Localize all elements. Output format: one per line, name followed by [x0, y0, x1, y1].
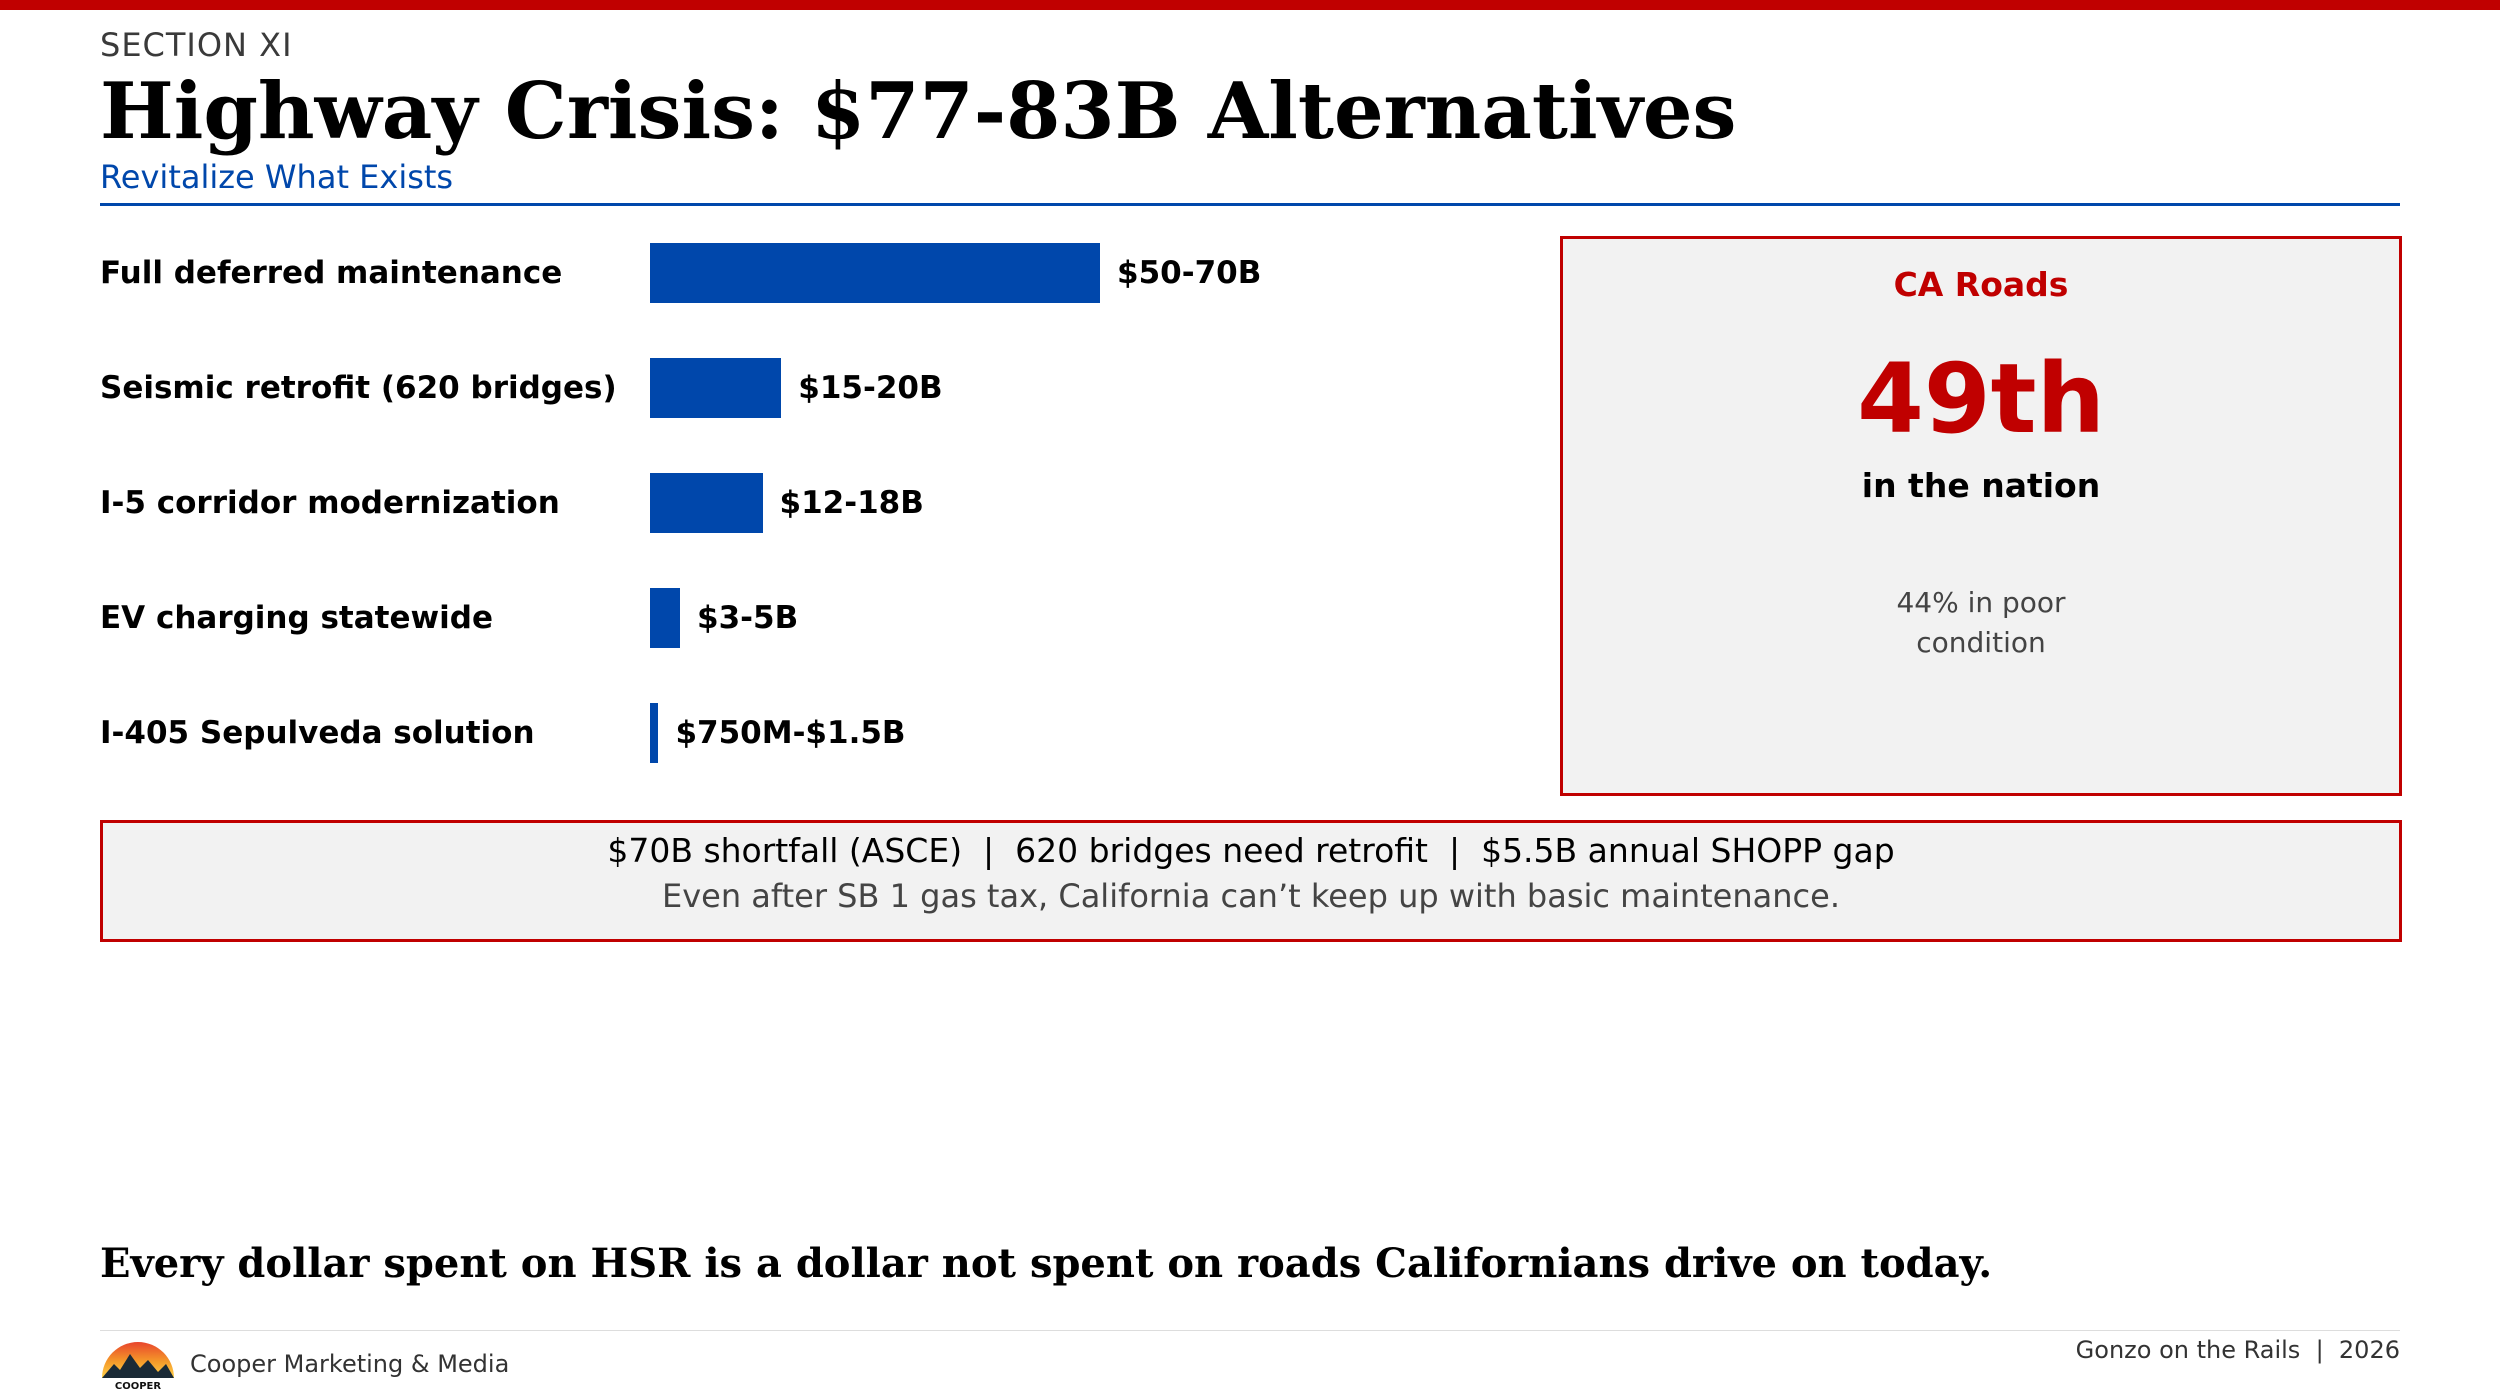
title-divider: [100, 203, 2400, 206]
bar: [650, 703, 659, 763]
bar-category-label: I-405 Sepulveda solution: [100, 715, 535, 751]
logo-mountains: [102, 1354, 174, 1378]
bar-category-label: I-5 corridor modernization: [100, 485, 560, 521]
tagline: Every dollar spent on HSR is a dollar no…: [100, 1240, 1993, 1287]
company-logo: COOPER: [102, 1342, 174, 1392]
callout-note: Even after SB 1 gas tax, California can’…: [662, 877, 1840, 915]
bar-value-label: $50-70B: [1117, 255, 1262, 291]
stat-description: in the nation: [1861, 466, 2101, 505]
top-accent-bar: [0, 0, 2500, 10]
stat-heading: CA Roads: [1893, 265, 2069, 304]
page-subtitle: Revitalize What Exists: [100, 158, 454, 196]
logo-text: COOPER: [115, 1381, 162, 1392]
footer-credit: Gonzo on the Rails | 2026: [2075, 1336, 2400, 1364]
section-label: SECTION XI: [100, 26, 293, 64]
bar-value-label: $12-18B: [779, 485, 924, 521]
bar-category-label: EV charging statewide: [100, 600, 493, 636]
footer-divider: [100, 1330, 2400, 1331]
stat-card: CA Roads 49th in the nation 44% in poor …: [1560, 236, 2402, 796]
page-title: Highway Crisis: $77-83B Alternatives: [100, 66, 1737, 157]
bar: [650, 358, 782, 418]
bar-value-label: $3-5B: [697, 600, 799, 636]
bar: [650, 243, 1100, 303]
bar-value-label: $15-20B: [798, 370, 943, 406]
bar-value-label: $750M-$1.5B: [675, 715, 906, 751]
bar: [650, 588, 680, 648]
logo-sun: [102, 1342, 174, 1378]
cost-bar-chart: Full deferred maintenance $50-70B Seismic …: [100, 230, 1500, 790]
stat-value: 49th: [1857, 343, 2105, 455]
bar-category-label: Seismic retrofit (620 bridges): [100, 370, 617, 406]
stat-note: 44% in poor condition: [1896, 586, 2066, 659]
company-name: Cooper Marketing & Media: [190, 1350, 510, 1378]
bar: [650, 473, 763, 533]
callout-stats: $70B shortfall (ASCE) | 620 bridges need…: [607, 831, 1895, 870]
bar-category-label: Full deferred maintenance: [100, 255, 563, 291]
callout-box: $70B shortfall (ASCE) | 620 bridges need…: [100, 820, 2402, 942]
